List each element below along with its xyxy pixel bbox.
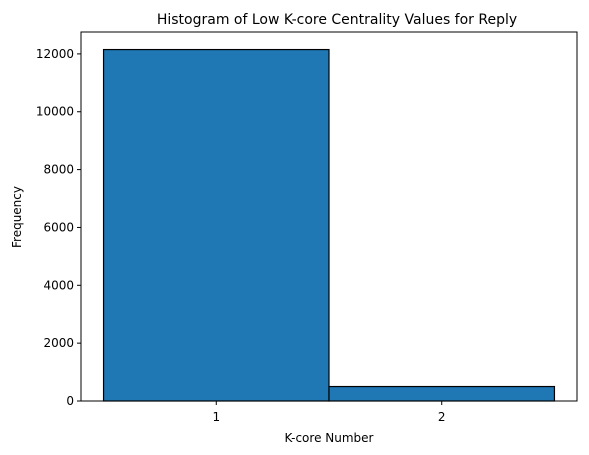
y-tick-label: 2000 [43, 336, 74, 350]
plot-frame [80, 31, 578, 402]
x-tick-label: 2 [438, 410, 446, 424]
bar-2 [328, 385, 556, 402]
y-tick-label: 4000 [43, 278, 74, 292]
x-axis-label: K-core Number [285, 431, 374, 445]
bar-1 [102, 48, 330, 402]
chart-title: Histogram of Low K-core Centrality Value… [157, 12, 517, 28]
y-tick-label: 8000 [43, 163, 74, 177]
y-tick-label: 0 [66, 394, 74, 408]
y-axis-label: Frequency [10, 186, 24, 248]
y-tick-label: 6000 [43, 220, 74, 234]
x-tick-label: 1 [212, 410, 220, 424]
y-tick-label: 10000 [36, 105, 74, 119]
y-tick-label: 12000 [36, 47, 74, 61]
y-axis-ticks: 0 2000 4000 6000 8000 10000 12000 [36, 47, 81, 408]
bars-group [102, 48, 556, 402]
